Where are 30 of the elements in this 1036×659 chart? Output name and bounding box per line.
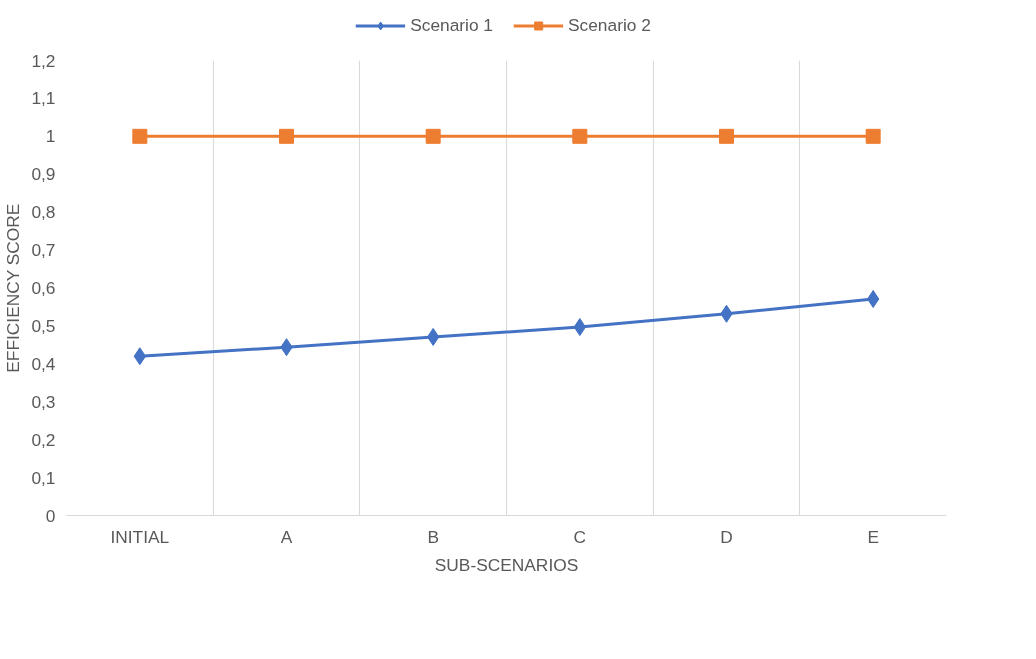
x-tick-label: INITIAL (110, 526, 170, 547)
y-tick-label: 0 (45, 505, 56, 526)
point (719, 128, 734, 144)
y-tick-label: 1,1 (31, 88, 56, 109)
y-tick-label: 0,4 (31, 353, 56, 374)
x-tick-label: E (867, 526, 879, 547)
point (572, 128, 588, 144)
y-tick-label: 0,1 (31, 467, 56, 488)
y-tick-label: 0,7 (31, 240, 56, 261)
x-axis-title: SUB-SCENARIOS (434, 554, 579, 575)
x-tick-label: B (427, 526, 439, 547)
point (132, 128, 148, 144)
point (865, 128, 881, 144)
legend-label: Scenario 2 (568, 14, 651, 36)
point (425, 128, 441, 144)
x-tick-label: A (280, 526, 293, 547)
x-tick-label: C (573, 526, 587, 547)
y-tick-label: 1 (45, 126, 56, 147)
y-tick-label: 0,6 (31, 278, 56, 298)
y-tick-label: 0,8 (31, 202, 56, 223)
y-tick-label: 0,9 (31, 164, 56, 185)
y-tick-label: 0,5 (31, 315, 56, 336)
x-tick-label: D (720, 526, 733, 547)
y-tick-label: 0,2 (31, 429, 56, 450)
legend-label: Scenario 1 (410, 14, 493, 36)
y-axis-title: EFFICIENCY SCORE (3, 203, 24, 373)
y-tick-label: 0,3 (31, 391, 56, 412)
point (867, 290, 880, 308)
y-tick-label: 1,2 (31, 50, 56, 71)
point (279, 128, 294, 144)
